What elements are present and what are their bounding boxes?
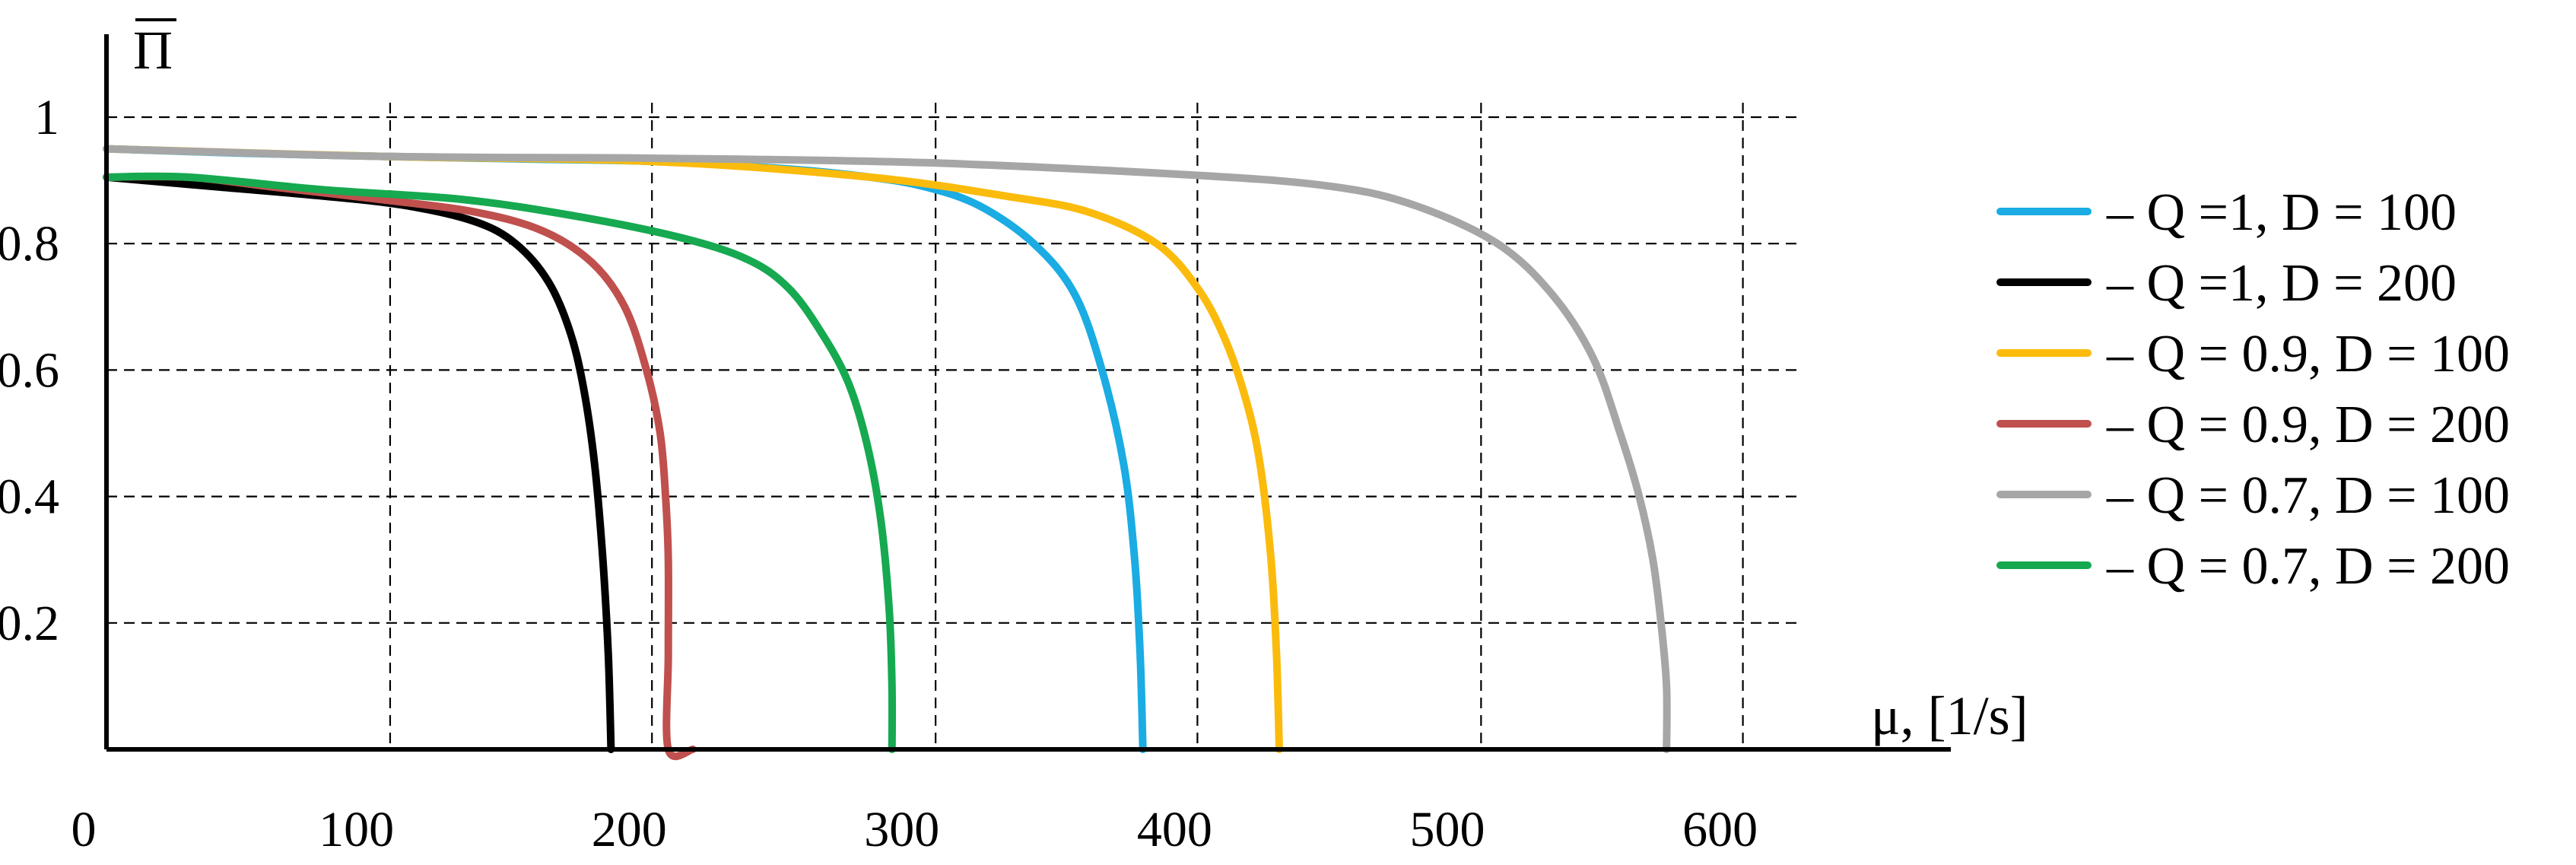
legend-label-2: – Q = 0.9, D = 100 bbox=[2106, 325, 2510, 383]
legend-label-4: – Q = 0.7, D = 100 bbox=[2106, 466, 2510, 525]
y-tick-label: 0.6 bbox=[0, 342, 59, 398]
x-axis-label: μ, [1/s] bbox=[1871, 685, 2028, 746]
y-axis-label-text: Π bbox=[133, 20, 173, 81]
y-tick-label: 1 bbox=[34, 90, 59, 145]
x-tick-label: 400 bbox=[1137, 802, 1212, 857]
series-line-4 bbox=[103, 145, 1671, 753]
x-tick-label: 500 bbox=[1410, 802, 1485, 857]
series-line-3 bbox=[103, 173, 697, 761]
series-line-1 bbox=[103, 173, 615, 753]
legend: – Q =1, D = 100 – Q =1, D = 200 – Q = 0.9,… bbox=[1996, 183, 2510, 596]
series-lines bbox=[103, 145, 1671, 761]
x-tick-label: 300 bbox=[864, 802, 939, 857]
y-tick-label: 0.2 bbox=[0, 596, 59, 651]
y-tick-label: 0.8 bbox=[0, 216, 59, 272]
y-axis-label: Π bbox=[133, 18, 176, 81]
legend-label-3: – Q = 0.9, D = 200 bbox=[2106, 396, 2510, 454]
tick-labels: 0 100 200 300 400 500 600 0.2 0.4 0.6 0.8 1 bbox=[0, 90, 1758, 857]
x-tick-label: 100 bbox=[319, 802, 394, 857]
legend-label-5: – Q = 0.7, D = 200 bbox=[2106, 537, 2510, 596]
y-tick-label: 0.4 bbox=[0, 469, 59, 525]
grid-lines bbox=[106, 103, 1803, 749]
axes bbox=[104, 34, 1951, 752]
x-tick-label: 200 bbox=[592, 802, 667, 857]
legend-label-0: – Q =1, D = 100 bbox=[2106, 183, 2457, 242]
x-tick-label: 0 bbox=[71, 802, 97, 857]
series-line-0 bbox=[103, 145, 1147, 753]
series-line-5 bbox=[103, 172, 897, 753]
x-tick-label: 600 bbox=[1682, 802, 1758, 857]
legend-label-1: – Q =1, D = 200 bbox=[2106, 254, 2457, 313]
